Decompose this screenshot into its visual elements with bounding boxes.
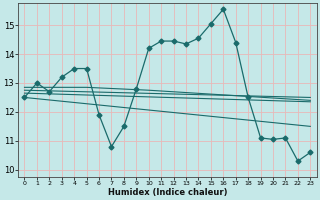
X-axis label: Humidex (Indice chaleur): Humidex (Indice chaleur) <box>108 188 227 197</box>
